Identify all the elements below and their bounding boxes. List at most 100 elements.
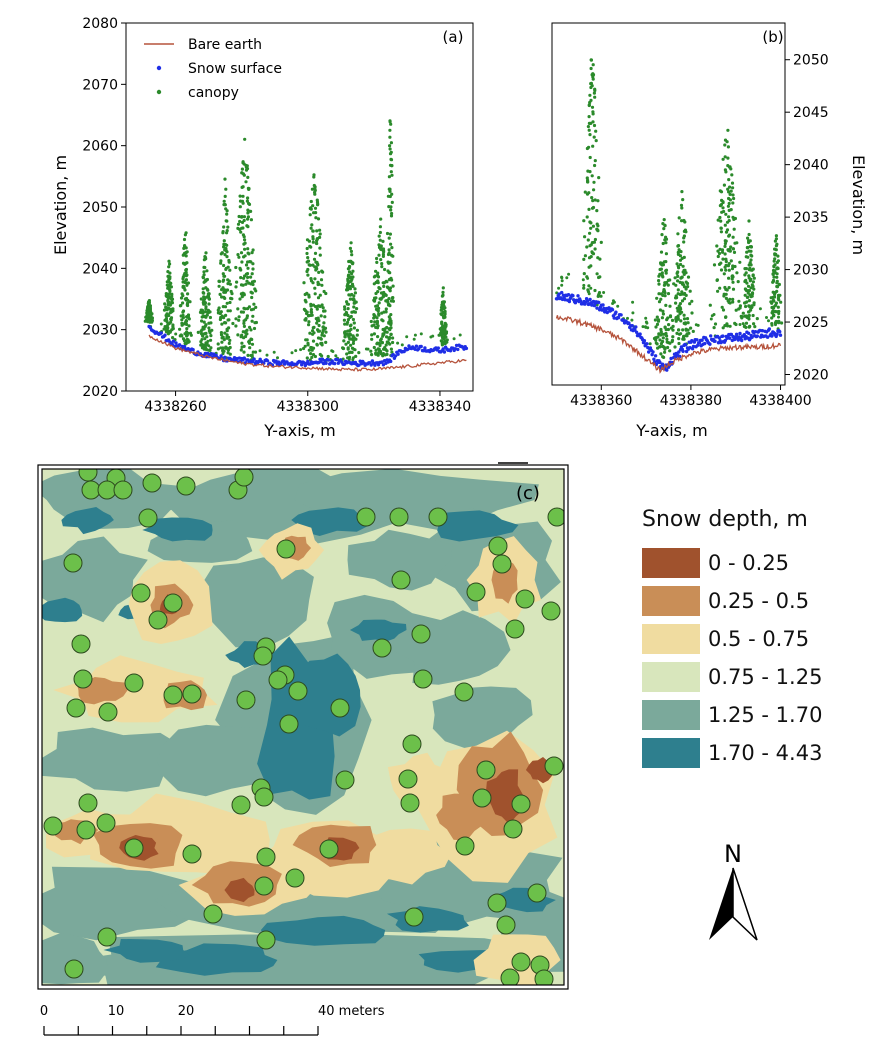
canopy-point [345, 352, 349, 356]
canopy-point [733, 264, 737, 269]
canopy-point [240, 260, 244, 264]
tree-marker [124, 838, 144, 858]
scale-label-10: 10 [108, 1004, 125, 1019]
canopy-point [390, 211, 394, 216]
canopy-point [412, 337, 416, 341]
snow-point [607, 306, 611, 310]
canopy-point [388, 232, 392, 236]
canopy-point [167, 265, 171, 269]
canopy-point [168, 303, 172, 307]
canopy-point [315, 267, 319, 271]
canopy-point [294, 349, 298, 353]
canopy-point [682, 285, 687, 289]
snow-point [414, 344, 419, 348]
tree-marker [496, 915, 516, 935]
canopy-point [662, 289, 667, 293]
canopy-point [662, 227, 666, 231]
canopy-point [249, 209, 253, 213]
tree-marker [76, 820, 96, 840]
canopy-point [302, 307, 306, 311]
canopy-point [239, 276, 243, 280]
canopy-point [723, 223, 727, 227]
canopy-point [741, 322, 745, 326]
snow-point [436, 346, 440, 350]
canopy-point [348, 297, 352, 301]
canopy-point [305, 246, 309, 251]
canopy-point [303, 298, 307, 302]
canopy-point [244, 180, 248, 184]
canopy-point [239, 251, 244, 255]
canopy-point [679, 319, 683, 323]
canopy-point [181, 253, 185, 257]
canopy-point [181, 322, 185, 326]
canopy-point [708, 303, 712, 307]
canopy-point [593, 237, 598, 242]
canopy-point [657, 279, 661, 283]
canopy-point [653, 318, 658, 322]
snow-point [319, 360, 323, 364]
canopy-point [188, 300, 192, 304]
canopy-point [728, 324, 732, 328]
canopy-point [205, 335, 209, 339]
canopy-point [229, 289, 233, 294]
canopy-point [387, 236, 391, 240]
canopy-point [771, 298, 776, 302]
canopy-point [715, 278, 720, 282]
canopy-point [238, 297, 242, 301]
canopy-point [184, 319, 189, 323]
tree-marker [73, 669, 93, 689]
canopy-point [644, 316, 648, 320]
canopy-point [168, 275, 172, 279]
canopy-point [654, 336, 658, 340]
canopy-point [321, 270, 325, 274]
panel-b-frame [551, 22, 786, 386]
canopy-point [251, 248, 255, 252]
canopy-point [678, 258, 683, 262]
canopy-point [240, 226, 244, 230]
canopy-point [377, 313, 381, 317]
canopy-point [318, 352, 322, 357]
canopy-point [560, 276, 564, 280]
canopy-point [725, 140, 729, 144]
canopy-point [225, 231, 229, 235]
canopy-point [735, 271, 739, 275]
canopy-point [658, 345, 662, 349]
canopy-point [345, 284, 349, 288]
snow-point [770, 334, 774, 338]
canopy-point [659, 250, 664, 254]
canopy-point [747, 299, 752, 303]
canopy-point [657, 300, 662, 304]
canopy-point [669, 326, 674, 330]
snow-point [563, 298, 567, 302]
canopy-point [221, 335, 225, 339]
canopy-point [313, 354, 317, 359]
legend-swatch [642, 548, 700, 578]
canopy-point [144, 315, 148, 319]
canopy-point [169, 320, 173, 324]
tree-marker [511, 794, 531, 814]
canopy-point [657, 282, 661, 286]
panel-b: 4338360 4338380 4338400 2020 2025 2030 2035 204… [551, 22, 868, 440]
canopy-point [389, 158, 394, 162]
canopy-point [688, 289, 692, 293]
canopy-point [390, 200, 394, 204]
canopy-point [674, 301, 678, 305]
legend-title: Snow depth, m [642, 507, 808, 532]
y-tick-label: 2040 [82, 261, 118, 277]
snow-point [616, 316, 621, 320]
canopy-point [314, 241, 318, 245]
snow-point [684, 343, 688, 347]
canopy-point [583, 190, 587, 194]
canopy-point [163, 302, 167, 306]
canopy-point [664, 331, 668, 336]
canopy-point [727, 201, 731, 206]
tree-marker [78, 469, 98, 482]
canopy-point [589, 58, 594, 62]
canopy-point [718, 189, 722, 193]
canopy-point [777, 283, 781, 287]
canopy-point [666, 316, 670, 320]
canopy-point [185, 250, 189, 254]
canopy-point [773, 239, 778, 243]
canopy-point [254, 289, 258, 293]
canopy-point [183, 233, 187, 237]
